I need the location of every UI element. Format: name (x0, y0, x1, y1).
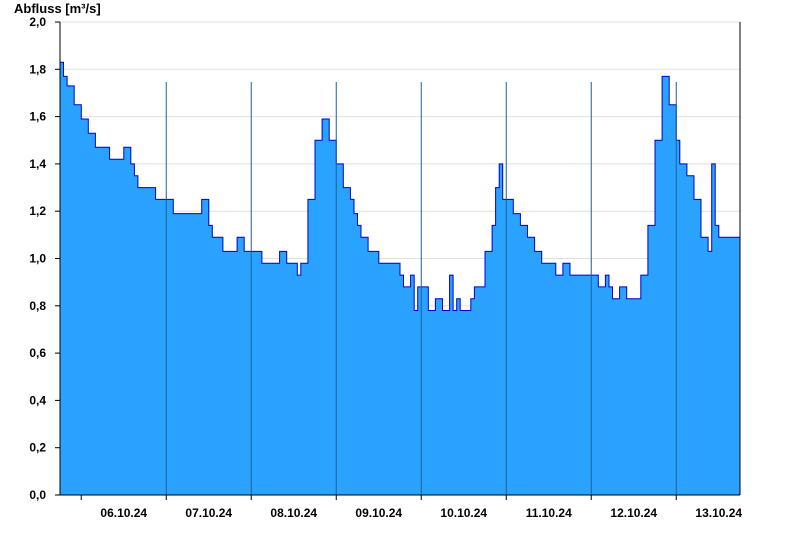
y-axis-ticks: 0,0 0,2 0,4 0,6 0,8 1,0 1,2 1,4 1,6 1,8 2,0 (29, 15, 60, 502)
discharge-area (60, 61, 740, 495)
x-tick-label: 13.10.24 (695, 506, 742, 520)
x-axis-ticks: 06.10.24 07.10.24 08.10.24 09.10.24 10.10.24… (80, 495, 742, 520)
x-tick-label: 08.10.24 (270, 506, 317, 520)
day-separators (165, 82, 677, 495)
x-tick-label: 07.10.24 (185, 506, 232, 520)
y-tick-label: 1,0 (29, 252, 46, 266)
x-tick-label: 12.10.24 (610, 506, 657, 520)
y-axis-label: Abfluss [m³/s] (14, 1, 101, 16)
y-tick-label: 1,4 (29, 157, 46, 171)
y-tick-label: 0,2 (29, 441, 46, 455)
discharge-fill (60, 62, 740, 495)
x-tick-label: 10.10.24 (440, 506, 487, 520)
y-tick-label: 2,0 (29, 15, 46, 29)
y-tick-label: 1,6 (29, 110, 46, 124)
x-tick-label: 09.10.24 (355, 506, 402, 520)
y-tick-label: 0,6 (29, 346, 46, 360)
y-tick-label: 1,8 (29, 62, 46, 76)
x-tick-label: 11.10.24 (526, 506, 572, 520)
x-tick-label: 06.10.24 (100, 506, 147, 520)
y-tick-label: 0,4 (29, 393, 46, 407)
y-tick-label: 0,0 (29, 488, 46, 502)
y-tick-label: 0,8 (29, 299, 46, 313)
discharge-line (60, 61, 740, 311)
y-tick-label: 1,2 (29, 204, 46, 218)
